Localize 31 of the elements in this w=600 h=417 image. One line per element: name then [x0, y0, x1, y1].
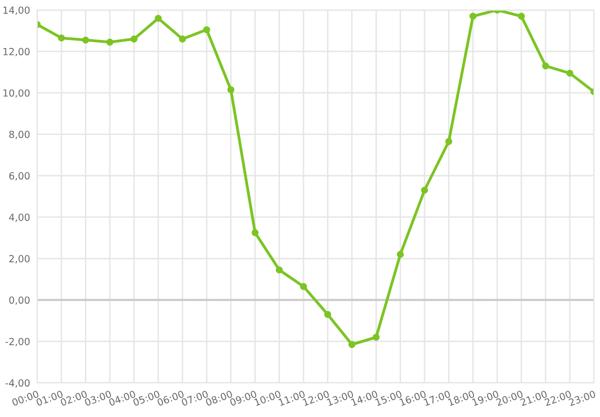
point: [178, 36, 186, 42]
y-tick-label: 6,00: [9, 172, 30, 181]
y-tick-label: 4,00: [9, 214, 30, 222]
point: [130, 36, 138, 42]
point: [154, 14, 162, 22]
y-tick-label: 8,00: [9, 130, 30, 140]
y-tick-label: 10,00: [3, 89, 30, 98]
y-tick-label: 14,00: [3, 6, 30, 15]
point: [421, 186, 428, 194]
y-tick-label: 2,00: [9, 255, 30, 264]
point: [445, 138, 452, 145]
y-tick-label: -2,00: [6, 338, 30, 346]
point: [542, 62, 550, 70]
point: [396, 250, 404, 258]
point: [372, 334, 380, 341]
point: [469, 12, 476, 20]
point: [566, 70, 574, 77]
y-tick-label: -4,00: [6, 379, 30, 388]
point: [82, 36, 90, 44]
y-tick-label: 0,00: [9, 296, 30, 305]
point: [324, 310, 332, 318]
point: [58, 34, 65, 42]
point: [106, 38, 114, 46]
point: [518, 12, 525, 20]
point: [276, 266, 283, 274]
point: [348, 341, 356, 348]
point: [227, 86, 234, 94]
point: [203, 26, 210, 34]
point: [252, 229, 259, 236]
y-tick-label: 12,00: [3, 48, 30, 56]
point: [300, 283, 307, 290]
